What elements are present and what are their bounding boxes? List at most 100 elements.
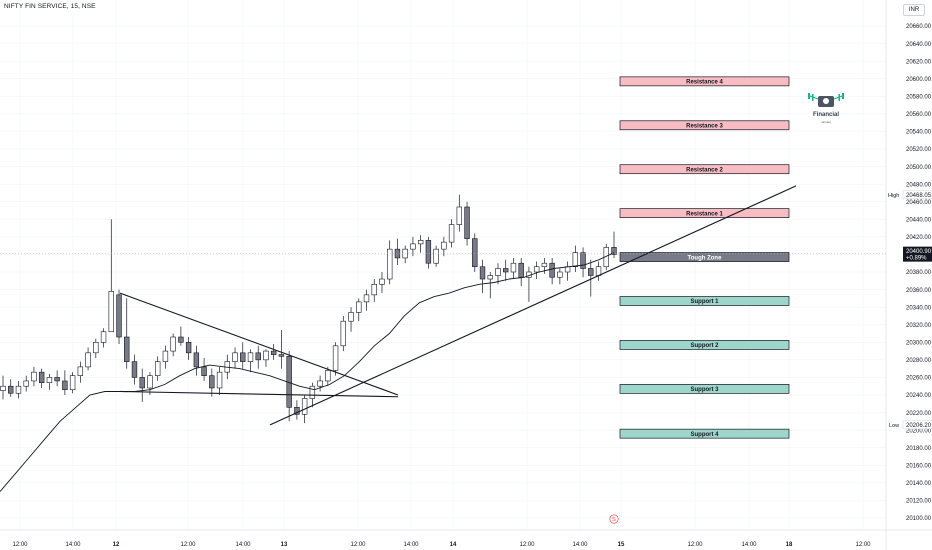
candle [46, 373, 53, 390]
x-tick-label: 12:00 [855, 542, 871, 548]
candle [124, 298, 130, 369]
candle-body [216, 371, 223, 389]
candle-body [100, 331, 107, 343]
candle-body [147, 375, 153, 389]
candle [402, 245, 408, 264]
zone-box [619, 208, 790, 218]
candle-body [356, 301, 362, 313]
last-price-label: 20400.90+0.89% [903, 246, 932, 262]
candle [8, 379, 14, 397]
candle [69, 372, 76, 394]
candle [433, 245, 439, 267]
y-tick-label: 20240.00 [906, 393, 932, 399]
candle-body [185, 341, 192, 354]
zone-box [619, 428, 790, 439]
candle-body [193, 352, 200, 368]
zone-label: Tough Zone [688, 255, 723, 261]
candle [294, 400, 300, 420]
y-tick-label: 20220.00 [906, 411, 932, 417]
x-tick-label: 12:00 [687, 542, 703, 548]
zone-box [619, 252, 790, 262]
candle [549, 257, 555, 285]
candle [286, 351, 292, 422]
candle-body [503, 268, 509, 273]
x-tick-label: 12:00 [519, 542, 535, 548]
candle-body [240, 352, 246, 362]
candle [116, 289, 122, 345]
candle [425, 236, 432, 269]
logo-subtext: vkmauj [821, 120, 831, 124]
y-tick-label: 20520.00 [906, 147, 932, 153]
candle [394, 238, 401, 265]
candle [247, 349, 254, 373]
candle-body [580, 252, 586, 269]
y-tick-label: 20100.00 [906, 516, 932, 522]
candle [325, 366, 331, 387]
candle [479, 259, 486, 294]
candle [317, 375, 323, 392]
candle-body [108, 291, 114, 333]
y-tick-label: 20300.00 [906, 340, 932, 346]
candle [518, 257, 524, 287]
candle-body [278, 354, 285, 357]
x-tick-label: 14:00 [65, 542, 81, 548]
candle-body [232, 352, 238, 362]
candle-body [595, 266, 602, 276]
candle-body [518, 262, 524, 278]
candle [387, 240, 393, 285]
candle [23, 375, 29, 392]
candle [193, 345, 200, 376]
last-price-change: +0.89% [906, 256, 927, 262]
candle-body [270, 350, 277, 355]
candle-body [572, 252, 579, 268]
y-tick-label: 20640.00 [906, 42, 932, 48]
candle-body [154, 361, 161, 376]
x-tick-label: 12:00 [180, 542, 196, 548]
candle-body [247, 352, 254, 362]
candle-body [456, 206, 463, 225]
y-tick-label: 20380.00 [906, 270, 932, 276]
candle-body [54, 377, 60, 382]
y-tick-label: 20340.00 [906, 305, 932, 311]
candle-body [332, 345, 339, 371]
last-price-tag [903, 246, 932, 262]
candle-body [170, 336, 176, 352]
candle-body [116, 294, 122, 338]
candle-body [340, 320, 347, 347]
low-label: Low [889, 423, 899, 429]
candle-body [472, 238, 478, 268]
candle [495, 263, 501, 285]
candle [332, 342, 339, 376]
zone-resistance-2: Resistance 2 [619, 164, 790, 175]
zone-tough-zone: Tough Zone [619, 252, 790, 262]
y-tick-label: 20260.00 [906, 376, 932, 382]
candle-body [533, 266, 540, 273]
moving-average-line [0, 252, 615, 492]
candle-body [93, 341, 99, 354]
candle [31, 366, 37, 387]
candle-body [178, 336, 184, 343]
y-tick-label: 20460.00 [906, 200, 932, 206]
candle [0, 375, 6, 400]
candle [216, 366, 223, 395]
currency-button[interactable]: INR [903, 4, 925, 16]
candle [209, 368, 215, 397]
bull-icon [808, 93, 844, 107]
candle [131, 354, 138, 385]
candle-body [201, 366, 207, 376]
y-tick-label: 20160.00 [906, 463, 932, 469]
candle [448, 219, 455, 248]
candle [580, 247, 586, 278]
y-tick-label: 20120.00 [906, 499, 932, 505]
candle-body [495, 268, 501, 276]
y-tick-label: 20280.00 [906, 358, 932, 364]
x-tick-label: 18 [786, 542, 793, 548]
candle [487, 272, 493, 299]
candle-body [371, 283, 377, 296]
y-tick-label: 20580.00 [906, 94, 932, 100]
candle [356, 298, 362, 322]
candle [379, 272, 385, 294]
low-value: 20206.20 [906, 423, 932, 429]
candle-body [38, 371, 45, 383]
